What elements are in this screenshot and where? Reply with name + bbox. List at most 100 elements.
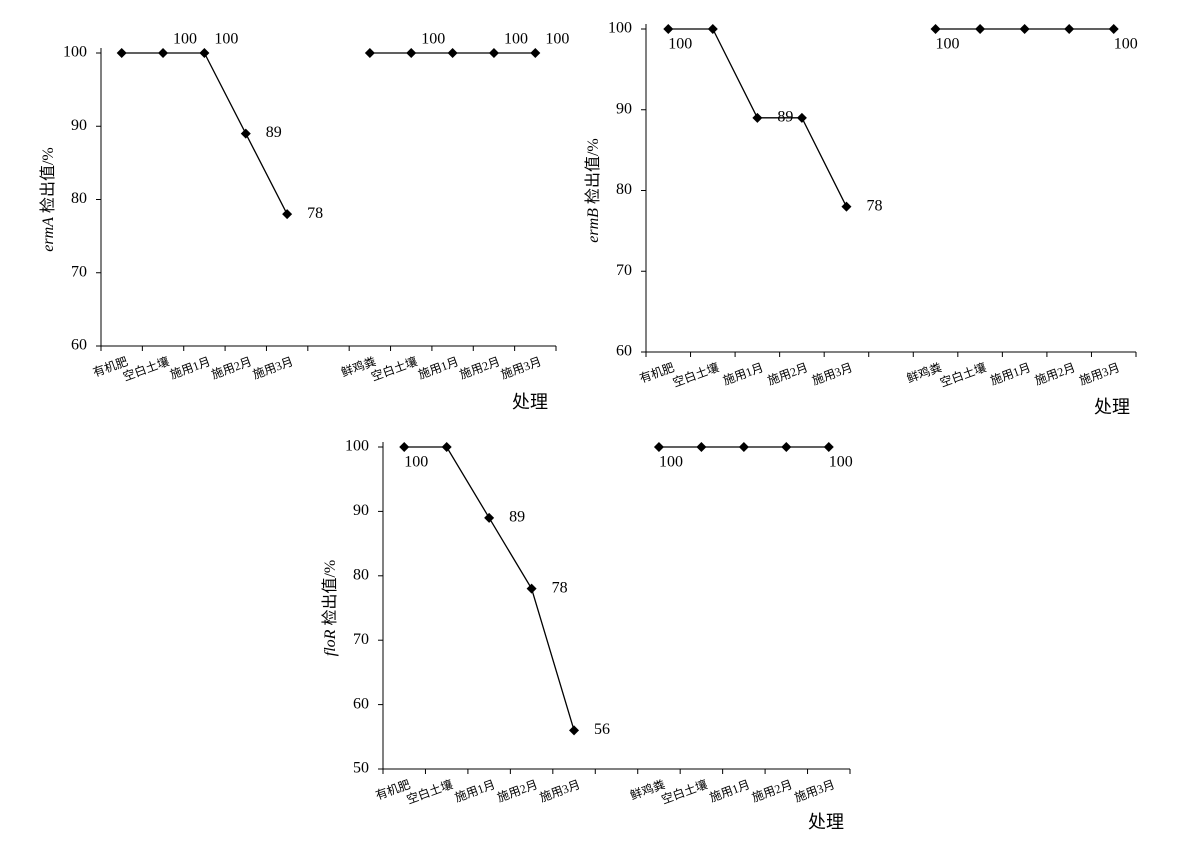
x-tick-label: 空白土壤 xyxy=(671,359,721,390)
y-tick-label: 90 xyxy=(616,100,632,117)
x-tick-label: 施用2月 xyxy=(750,777,794,805)
y-tick-label: 100 xyxy=(608,20,632,37)
line xyxy=(404,446,575,731)
x-tick-label: 施用2月 xyxy=(458,354,502,382)
data-label: 89 xyxy=(266,124,282,141)
y-tick-label: 60 xyxy=(71,337,87,354)
point xyxy=(441,442,452,452)
data-label: 89 xyxy=(509,509,525,526)
y-tick-label: 70 xyxy=(71,263,87,280)
data-label: 100 xyxy=(829,454,853,471)
y-axis-label-text: 检出值/% xyxy=(584,138,602,208)
x-tick-label: 施用1月 xyxy=(416,354,460,382)
y-tick-label: 100 xyxy=(345,438,369,455)
x-tick-label: 施用3月 xyxy=(1077,360,1121,388)
x-tick-label: 施用2月 xyxy=(1033,360,1077,388)
point xyxy=(447,48,458,58)
data-label: 100 xyxy=(659,454,683,471)
y-tick-label: 60 xyxy=(616,343,632,360)
y-axis-label-gene: floR xyxy=(322,629,339,656)
data-label: 100 xyxy=(173,31,197,48)
x-tick-label: 施用3月 xyxy=(792,777,836,805)
x-tick-label: 空白土壤 xyxy=(121,353,171,384)
point xyxy=(526,583,537,594)
point xyxy=(158,48,169,58)
data-label: 100 xyxy=(936,36,960,53)
point xyxy=(364,48,375,58)
data-label: 100 xyxy=(404,454,428,471)
x-tick-label: 空白土壤 xyxy=(369,353,419,384)
point xyxy=(796,112,807,123)
y-tick-label: 70 xyxy=(353,631,369,648)
data-label: 89 xyxy=(777,108,793,125)
point xyxy=(653,442,664,452)
x-axis-label: 处理 xyxy=(1094,397,1130,417)
y-axis-label-text: 检出值/% xyxy=(321,560,339,630)
point xyxy=(696,442,707,452)
x-tick-label: 空白土壤 xyxy=(938,359,988,390)
x-tick-label: 空白土壤 xyxy=(659,776,709,807)
data-label: 100 xyxy=(545,31,569,48)
data-label: 100 xyxy=(214,31,238,48)
data-label: 100 xyxy=(421,31,445,48)
point xyxy=(663,24,674,34)
point xyxy=(1064,24,1075,34)
point xyxy=(282,209,293,220)
data-label: 100 xyxy=(1114,36,1138,53)
point xyxy=(488,48,499,58)
x-tick-label: 施用2月 xyxy=(766,360,810,388)
x-tick-label: 施用1月 xyxy=(168,354,212,382)
data-label: 78 xyxy=(307,205,323,222)
point xyxy=(841,201,852,212)
point xyxy=(399,442,410,452)
x-tick-label: 施用1月 xyxy=(988,360,1032,388)
point xyxy=(116,48,127,58)
data-label: 100 xyxy=(504,31,528,48)
x-tick-label: 施用1月 xyxy=(721,360,765,388)
x-axis-label: 处理 xyxy=(512,392,548,412)
point xyxy=(484,512,495,523)
y-axis-label: ermB 检出值/% xyxy=(584,138,602,242)
x-tick-label: 施用2月 xyxy=(209,354,253,382)
y-tick-label: 100 xyxy=(63,44,87,61)
x-tick-label: 施用1月 xyxy=(453,777,497,805)
x-axis-label: 处理 xyxy=(808,812,844,832)
x-tick-label: 施用2月 xyxy=(495,777,539,805)
point xyxy=(781,442,792,452)
y-tick-label: 80 xyxy=(71,190,87,207)
x-tick-label: 有机肥 xyxy=(638,360,677,385)
y-tick-label: 90 xyxy=(71,117,87,134)
data-label: 100 xyxy=(668,36,692,53)
point xyxy=(975,24,986,34)
y-axis-label-gene: ermA xyxy=(40,217,57,252)
point xyxy=(569,725,580,736)
point xyxy=(240,128,251,139)
y-axis-label: floR 检出值/% xyxy=(321,560,339,656)
point xyxy=(707,24,718,34)
x-tick-label: 施用3月 xyxy=(810,360,854,388)
y-axis-label: ermA 检出值/% xyxy=(39,147,57,251)
line xyxy=(121,52,288,215)
y-tick-label: 80 xyxy=(353,566,369,583)
point xyxy=(930,24,941,34)
y-tick-label: 60 xyxy=(353,695,369,712)
point xyxy=(738,442,749,452)
y-tick-label: 70 xyxy=(616,262,632,279)
x-tick-label: 空白土壤 xyxy=(404,776,454,807)
point xyxy=(1019,24,1030,34)
x-tick-label: 施用3月 xyxy=(251,354,295,382)
data-label: 78 xyxy=(552,579,568,596)
x-tick-label: 施用1月 xyxy=(708,777,752,805)
chart: 60708090100有机肥空白土壤施用1月施用2月施用3月鲜鸡粪空白土壤施用1… xyxy=(39,31,570,412)
point xyxy=(406,48,417,58)
y-axis-label-gene: ermB xyxy=(585,208,602,243)
data-label: 56 xyxy=(594,721,610,738)
point xyxy=(530,48,541,58)
chart: 60708090100有机肥空白土壤施用1月施用2月施用3月鲜鸡粪空白土壤施用1… xyxy=(584,20,1138,417)
point xyxy=(1108,24,1119,34)
y-axis-label-text: 检出值/% xyxy=(39,147,57,217)
data-label: 78 xyxy=(866,197,882,214)
point xyxy=(823,442,834,452)
